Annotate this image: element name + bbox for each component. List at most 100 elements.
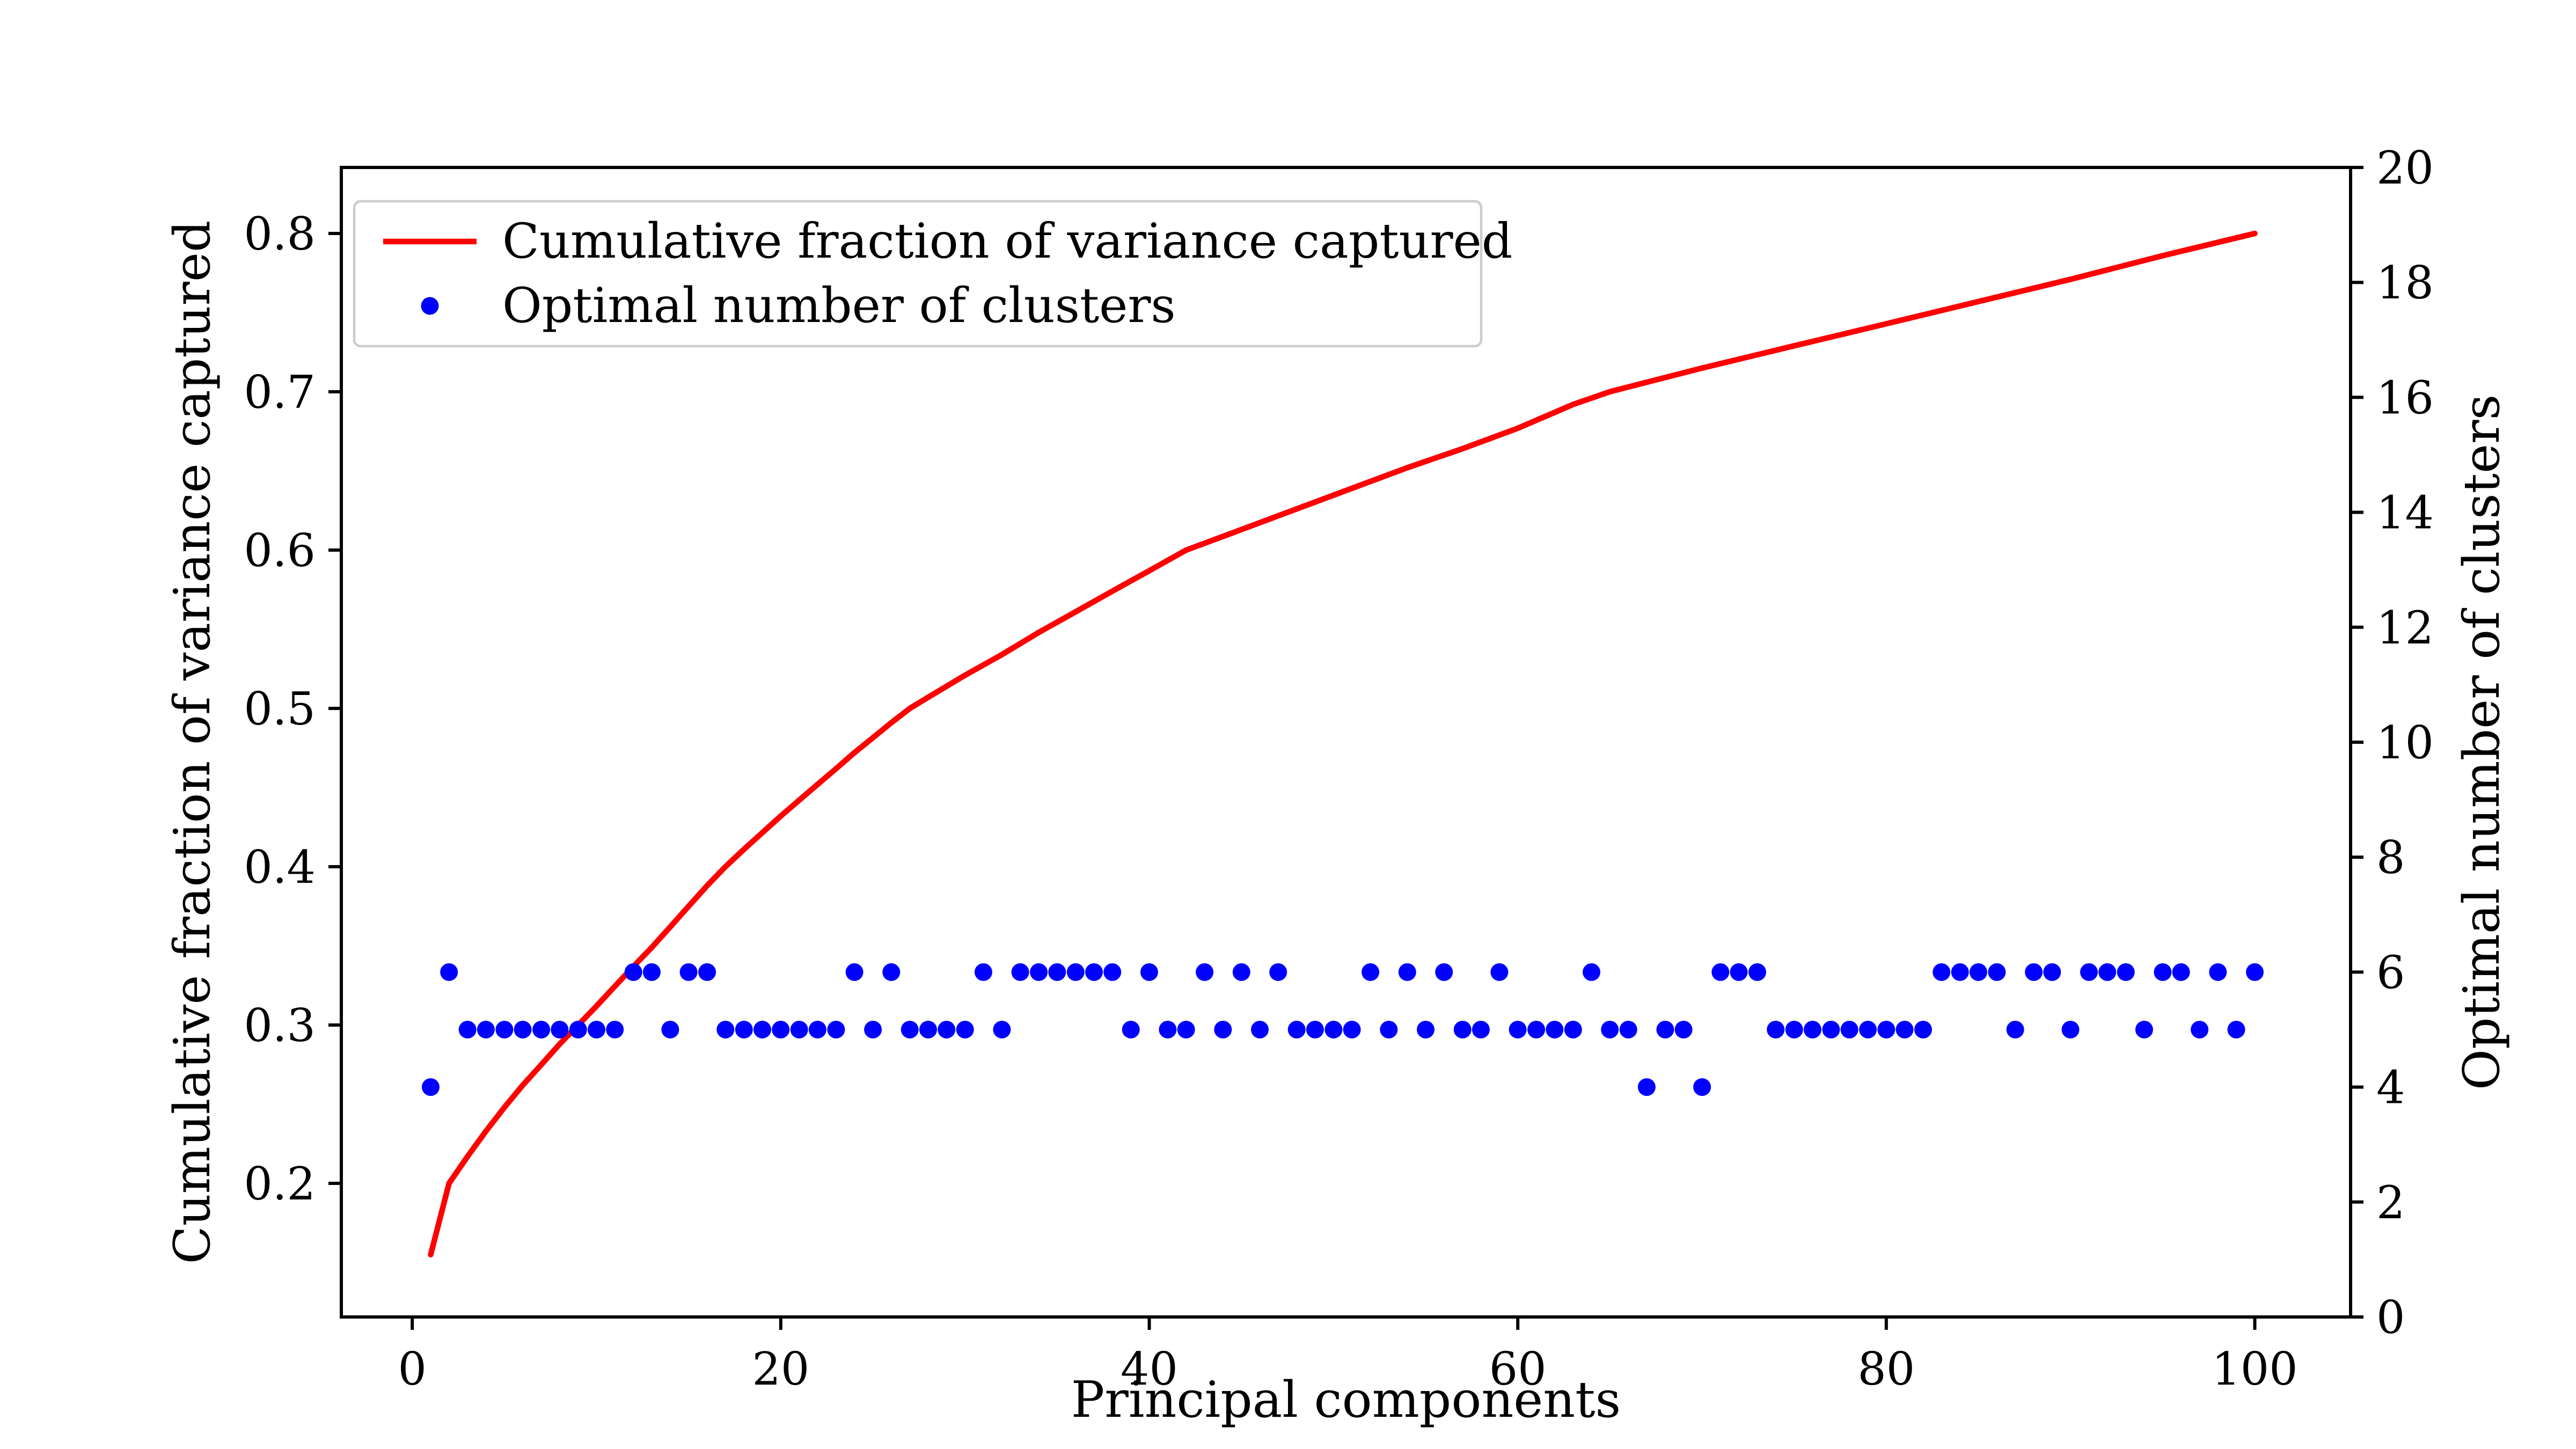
y-right-tick-label: 20	[2376, 142, 2434, 194]
cluster-dot	[1490, 963, 1509, 981]
cluster-dot	[1859, 1021, 1877, 1038]
cluster-dot	[1324, 1021, 1343, 1038]
cluster-dot	[808, 1021, 826, 1038]
cluster-dot	[679, 963, 698, 981]
cluster-dot	[551, 1021, 569, 1038]
cluster-dot	[606, 1021, 624, 1038]
cluster-dot	[1711, 963, 1730, 981]
cluster-dot	[1196, 963, 1214, 981]
cluster-dot	[2025, 963, 2043, 981]
cluster-dot	[458, 1021, 477, 1038]
cluster-dot	[735, 1021, 753, 1038]
cluster-dot	[1177, 1021, 1195, 1038]
cluster-dot	[422, 1078, 440, 1096]
cluster-dot	[1840, 1021, 1858, 1038]
cluster-dot	[1619, 1021, 1637, 1038]
y-left-tick-label: 0.5	[244, 683, 316, 735]
cluster-dot	[495, 1021, 514, 1038]
cluster-dot	[993, 1021, 1011, 1038]
cluster-dots-group	[422, 963, 2264, 1096]
cluster-dot	[2117, 963, 2135, 981]
y-right-tick-label: 0	[2376, 1291, 2405, 1344]
cluster-dot	[1969, 963, 1987, 981]
cluster-dot	[864, 1021, 882, 1038]
y-right-tick-label: 8	[2376, 831, 2405, 884]
legend-dot-sample	[421, 297, 439, 315]
y-right-tick-label: 2	[2376, 1176, 2405, 1229]
y-left-tick-label: 0.2	[244, 1158, 316, 1210]
cluster-dot	[1637, 1078, 1656, 1096]
cluster-dot	[938, 1021, 956, 1038]
cluster-dot	[1748, 963, 1766, 981]
y-left-tick-label: 0.3	[244, 999, 316, 1052]
cluster-dot	[1122, 1021, 1140, 1038]
y-right-tick-label: 6	[2376, 946, 2405, 999]
y-left-tick-label: 0.7	[244, 366, 316, 419]
cluster-dot	[1822, 1021, 1840, 1038]
variance-line-group	[428, 230, 2258, 1258]
cluster-dot	[1030, 963, 1048, 981]
cluster-dot	[1730, 963, 1748, 981]
legend-item-clusters: Optimal number of clusters	[421, 277, 1176, 334]
cluster-dot	[1472, 1021, 1490, 1038]
y-axis-label-right: Optimal number of clusters	[2453, 394, 2511, 1090]
y-axis-left: 0.2 0.3 0.4 0.5 0.6 0.7 0.8	[244, 208, 341, 1210]
cluster-dot	[1140, 963, 1158, 981]
cluster-dot	[588, 1021, 605, 1038]
x-tick-label: 80	[1857, 1343, 1915, 1395]
cluster-dot	[753, 1021, 771, 1038]
cluster-dot	[1877, 1021, 1896, 1038]
cluster-dot	[827, 1021, 845, 1038]
cluster-dot	[716, 1021, 735, 1038]
cluster-dot	[901, 1021, 919, 1038]
cluster-dot	[1546, 1021, 1564, 1038]
cluster-dot	[974, 963, 992, 981]
cluster-dot	[477, 1021, 495, 1038]
cluster-dot	[2172, 963, 2190, 981]
cluster-dot	[624, 963, 642, 981]
cluster-dot	[661, 1021, 679, 1038]
cluster-dot	[1380, 1021, 1398, 1038]
y-right-tick-label: 14	[2376, 487, 2434, 539]
cluster-dot	[2006, 1021, 2024, 1038]
y-right-tick-label: 16	[2376, 371, 2434, 424]
cluster-dot	[2209, 963, 2227, 981]
cluster-dot	[1251, 1021, 1269, 1038]
legend: Cumulative fraction of variance captured…	[353, 200, 1512, 348]
cluster-dot	[845, 963, 863, 981]
y-right-tick-label: 18	[2376, 257, 2434, 309]
cluster-dot	[1417, 1021, 1435, 1038]
cluster-dot	[1564, 1021, 1582, 1038]
cluster-dot	[1048, 963, 1066, 981]
x-tick-label: 0	[398, 1343, 426, 1395]
cluster-dot	[1085, 963, 1103, 981]
cluster-dot	[1453, 1021, 1472, 1038]
cluster-dot	[569, 1021, 587, 1038]
cluster-dot	[642, 963, 661, 981]
cluster-dot	[790, 1021, 808, 1038]
legend-label-variance: Cumulative fraction of variance captured	[502, 213, 1512, 269]
x-axis-label: Principal components	[1071, 1371, 1621, 1429]
cluster-dot	[514, 1021, 532, 1038]
cluster-dot	[1066, 963, 1085, 981]
cluster-dot	[1785, 1021, 1803, 1038]
cluster-dot	[1803, 1021, 1821, 1038]
cluster-dot	[1214, 1021, 1232, 1038]
cluster-dot	[1933, 963, 1951, 981]
cluster-dot	[1159, 1021, 1177, 1038]
cluster-dot	[2246, 963, 2264, 981]
x-axis: 0 20 40 60 80 100	[398, 1317, 2298, 1395]
cluster-dot	[1232, 963, 1250, 981]
cluster-dot	[882, 963, 901, 981]
cluster-dot	[956, 1021, 974, 1038]
cluster-dot	[1767, 1021, 1785, 1038]
cluster-dot	[919, 1021, 937, 1038]
y-axis-right: 0 2 4 6 8 10 12 14 16 18 20	[2351, 142, 2434, 1344]
legend-item-variance: Cumulative fraction of variance captured	[383, 213, 1512, 269]
cluster-dot	[532, 1021, 551, 1038]
cluster-dot	[1914, 1021, 1932, 1038]
y-right-tick-label: 4	[2376, 1062, 2405, 1114]
cluster-dot	[1656, 1021, 1674, 1038]
x-tick-label: 100	[2212, 1343, 2297, 1395]
